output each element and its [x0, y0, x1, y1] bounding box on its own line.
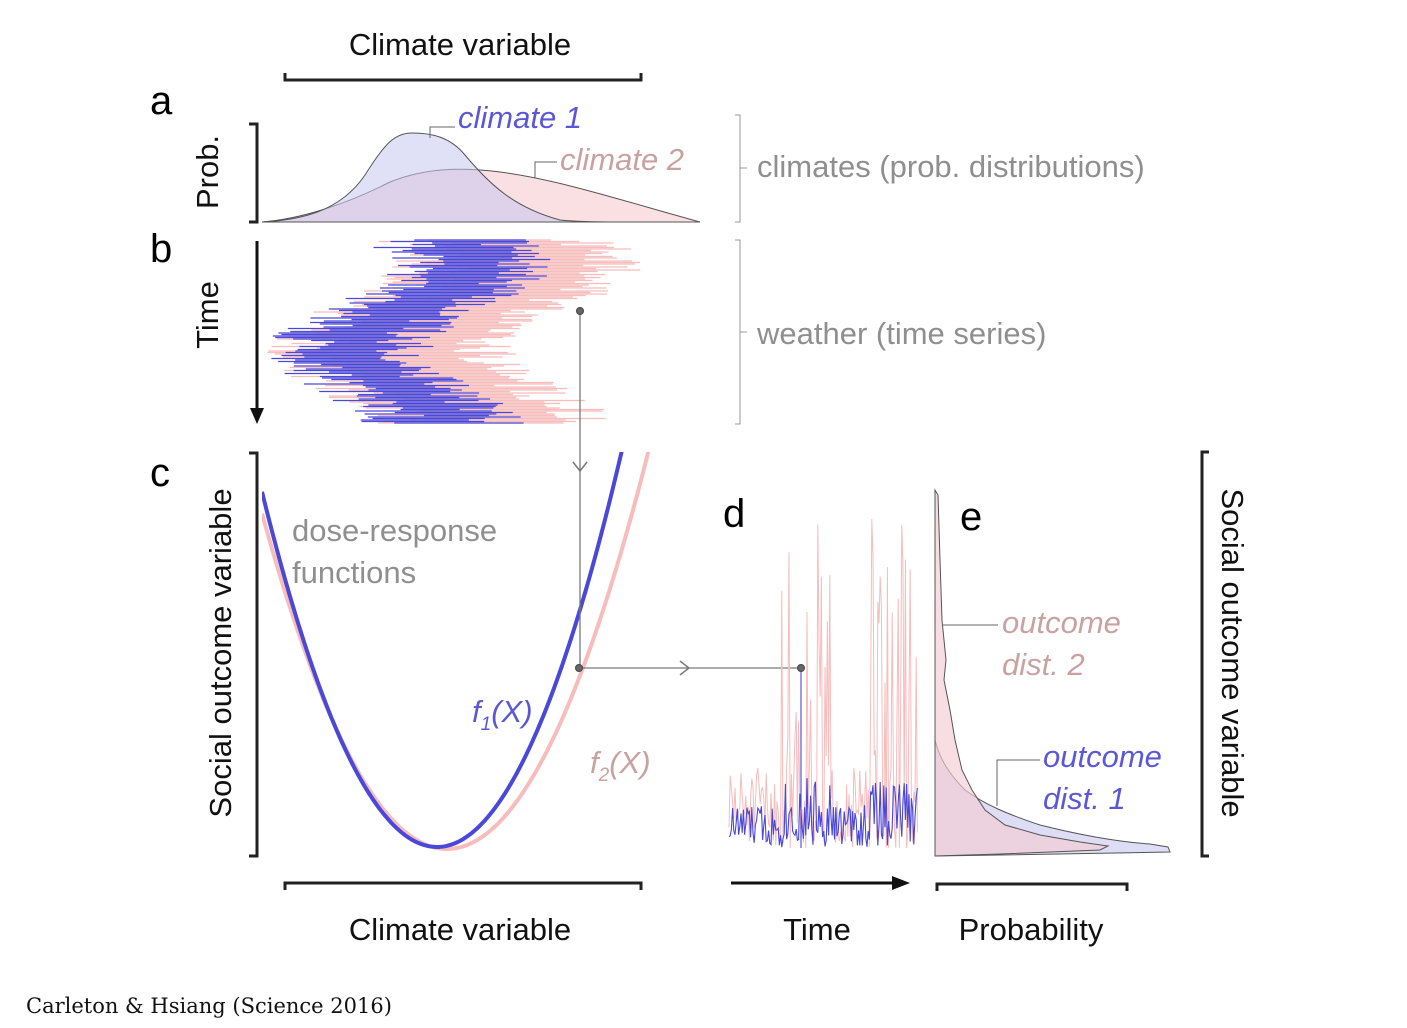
- outcome-sample-point: [797, 664, 805, 672]
- social-y-axis-bracket-left: [249, 451, 259, 858]
- panel-d-letter: d: [723, 492, 745, 536]
- outcome-2-label-line2: dist. 2: [1002, 647, 1085, 682]
- curve-mapping-point: [575, 664, 583, 672]
- dose-response-f1-curve: [262, 452, 624, 849]
- time-axis-arrowhead: [250, 408, 264, 424]
- climates-bracket: [735, 114, 747, 223]
- outcome-1-label-line1: outcome: [1043, 739, 1162, 774]
- weather-bracket: [735, 239, 747, 425]
- outcome-series-1: [728, 668, 918, 848]
- probability-x-axis-bracket: [935, 882, 1129, 891]
- bottom-x-axis-bracket: [283, 881, 643, 890]
- outcome-2-label-line1: outcome: [1002, 605, 1121, 640]
- bottom-x-axis-label: Climate variable: [349, 912, 571, 947]
- weather-description: weather (time series): [756, 316, 1046, 351]
- dose-response-label-line2: functions: [292, 555, 416, 590]
- time-x-axis-arrowhead: [892, 876, 910, 890]
- panel-a-letter: a: [150, 79, 173, 123]
- outcome-1-label-line2: dist. 1: [1043, 781, 1126, 816]
- outcome-series-2: [728, 518, 918, 849]
- weather-sample-point: [576, 307, 584, 315]
- probability-x-axis-label: Probability: [959, 912, 1104, 947]
- social-y-axis-label-right: Social outcome variable: [1215, 488, 1250, 817]
- climates-description: climates (prob. distributions): [757, 149, 1145, 184]
- top-x-axis-label: Climate variable: [349, 27, 571, 62]
- social-y-axis-bracket-right: [1200, 450, 1209, 858]
- time-y-axis-label: Time: [190, 281, 225, 349]
- f1-label: f1(X): [472, 694, 533, 735]
- panel-b-letter: b: [150, 227, 172, 271]
- panel-e-letter: e: [960, 495, 982, 539]
- dose-response-label-line1: dose-response: [292, 513, 497, 548]
- social-y-axis-label-left: Social outcome variable: [203, 488, 238, 817]
- top-x-axis-bracket: [283, 73, 643, 82]
- time-x-axis-label: Time: [783, 912, 851, 947]
- climate-1-leader: [429, 126, 455, 138]
- prob-y-axis-label: Prob.: [190, 135, 225, 209]
- climate-1-density: [261, 132, 621, 223]
- connector-arrow-right: [679, 660, 691, 676]
- prob-y-axis-bracket: [249, 122, 259, 224]
- climate-2-label: climate 2: [560, 142, 684, 177]
- outcome-dist-2-density: [934, 488, 1110, 857]
- citation: Carleton & Hsiang (Science 2016): [26, 994, 392, 1018]
- weather-series-1: [271, 239, 551, 424]
- panel-c-letter: c: [150, 451, 170, 495]
- climate-1-label: climate 1: [458, 100, 582, 135]
- climate-2-leader: [534, 161, 557, 178]
- outcome-1-leader: [996, 759, 1040, 806]
- f2-label: f2(X): [590, 745, 651, 786]
- connector-arrow-down: [572, 461, 588, 473]
